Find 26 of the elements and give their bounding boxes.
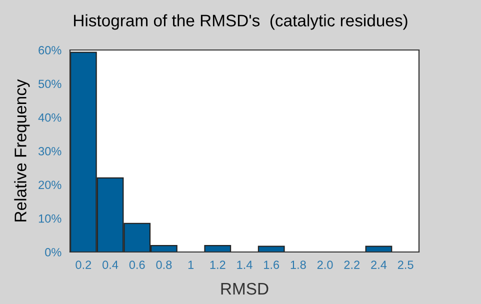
x-tick-label: 1.4 <box>237 260 252 269</box>
x-tick-label: 2.2 <box>344 260 360 269</box>
y-tick-label: 60% <box>38 46 62 54</box>
bar <box>365 246 392 252</box>
x-tick-label: 1.6 <box>264 260 280 270</box>
y-tick-label: 30% <box>38 147 62 156</box>
y-tick-label: 50% <box>38 80 62 88</box>
x-tick-label: 0.6 <box>129 260 145 270</box>
x-axis-title: RMSD <box>221 282 268 295</box>
bar <box>204 245 232 252</box>
x-tick-label: 2.0 <box>317 260 333 270</box>
chart-title: Histogram of the RMSD's (catalytic residues) <box>74 14 408 30</box>
y-tick-label: 40% <box>38 113 62 122</box>
x-tick-label: 0.2 <box>76 260 92 270</box>
y-axis-title: Relative Frequency <box>14 79 30 222</box>
y-tick-label: 20% <box>38 180 62 190</box>
x-tick-label: 1.8 <box>290 260 306 270</box>
y-tick-label: 10% <box>38 214 62 223</box>
x-tick-label: 1.2 <box>210 260 226 269</box>
x-tick-label: 0.8 <box>156 260 172 270</box>
bar <box>258 246 285 252</box>
x-tick-label: 1 <box>188 260 194 269</box>
x-tick-label: 2.4 <box>371 260 387 269</box>
x-tick-label: 0.4 <box>102 260 118 270</box>
y-tick-label: 0% <box>45 248 62 256</box>
x-tick-label: 2.5 <box>398 260 414 270</box>
